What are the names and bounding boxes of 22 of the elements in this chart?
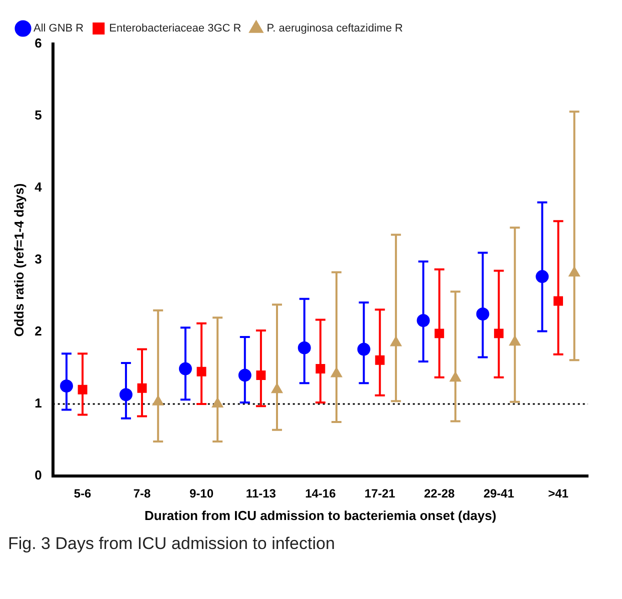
y-tick-label: 0 [34,468,42,483]
y-tick-label: 4 [34,180,43,195]
legend-label: P. aeruginosa ceftazidime R [266,22,403,35]
y-tick-label: 1 [34,396,42,411]
y-axis-title: Odds ratio (ref=1-4 days) [11,183,26,337]
legend-label: Enterobacteriaceae 3GC R [109,22,242,35]
x-axis-title: Duration from ICU admission to bacteriemia onset (days) [144,508,496,523]
x-tick-label: 17-21 [364,486,396,501]
x-tick-label: 5-6 [74,486,92,501]
x-tick-label: 14-16 [305,486,336,501]
x-tick-label: 22-28 [424,486,456,501]
x-tick-label: 11-13 [246,486,276,501]
y-tick-label: 2 [34,324,42,339]
x-tick-label: 7-8 [133,486,152,501]
y-tick-label: 6 [34,36,42,51]
caption: Fig. 3 Days from ICU admission to infection [8,534,336,554]
x-tick-label: 9-10 [189,486,214,501]
x-tick-label: 29-41 [483,486,514,501]
y-tick-label: 5 [34,108,42,123]
legend-label: All GNB R [34,22,84,35]
x-tick-label: >41 [548,486,569,501]
y-tick-label: 3 [34,252,42,267]
